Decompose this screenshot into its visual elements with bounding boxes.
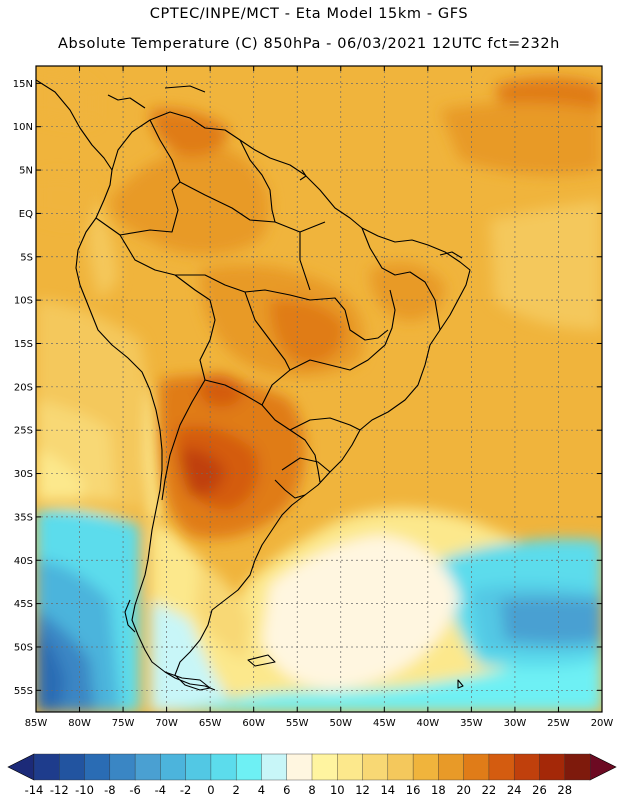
lat-label: 35S bbox=[14, 512, 33, 523]
lon-label: 30W bbox=[504, 718, 527, 729]
colorbar-swatch bbox=[185, 753, 212, 781]
colorbar-swatch bbox=[337, 753, 364, 781]
lat-label: 15N bbox=[13, 79, 33, 90]
colorbar-label: 0 bbox=[207, 783, 214, 797]
lon-label: 65W bbox=[199, 718, 222, 729]
coastlines-and-borders bbox=[36, 79, 471, 691]
lon-label: 80W bbox=[68, 718, 91, 729]
map-frame bbox=[35, 65, 603, 713]
graticule bbox=[36, 66, 602, 712]
colorbar-swatch bbox=[210, 753, 237, 781]
lon-label: 20W bbox=[591, 718, 614, 729]
colorbar-label: 28 bbox=[557, 783, 572, 797]
colorbar-swatch bbox=[311, 753, 338, 781]
colorbar-label: 4 bbox=[258, 783, 265, 797]
colorbar-label: -4 bbox=[155, 783, 166, 797]
lon-label: 70W bbox=[155, 718, 178, 729]
colorbar-label: 12 bbox=[355, 783, 370, 797]
colorbar-label: -14 bbox=[25, 783, 44, 797]
lat-label: 40S bbox=[14, 556, 33, 567]
colorbar-swatch bbox=[488, 753, 515, 781]
cold-southern-ocean-region bbox=[36, 503, 602, 712]
colorbar-swatch bbox=[261, 753, 288, 781]
colorbar-swatch bbox=[286, 753, 313, 781]
colorbar-swatch bbox=[109, 753, 136, 781]
colorbar-label: 16 bbox=[406, 783, 421, 797]
colorbar-swatch bbox=[160, 753, 187, 781]
lon-label: 45W bbox=[373, 718, 396, 729]
colorbar-swatch bbox=[387, 753, 414, 781]
lon-label: 50W bbox=[329, 718, 352, 729]
map-title-line-2: Absolute Temperature (C) 850hPa - 06/03/… bbox=[58, 36, 560, 52]
map-title-line-1: CPTEC/INPE/MCT - Eta Model 15km - GFS bbox=[149, 6, 469, 22]
lat-label: EQ bbox=[19, 209, 33, 220]
colorbar-label: 22 bbox=[482, 783, 497, 797]
colorbar-label: -6 bbox=[129, 783, 140, 797]
colorbar-label: 18 bbox=[431, 783, 446, 797]
lat-label: 10N bbox=[13, 122, 33, 133]
colorbar-low-arrow bbox=[7, 753, 35, 781]
colorbar-label: -12 bbox=[50, 783, 69, 797]
axis-ticks bbox=[35, 66, 603, 712]
lon-label: 25W bbox=[547, 718, 570, 729]
cool-andes-ocean-region bbox=[36, 200, 602, 522]
lon-label: 35W bbox=[460, 718, 483, 729]
colorbar-label: 26 bbox=[532, 783, 547, 797]
lat-label: 20S bbox=[14, 382, 33, 393]
colorbar-label: 20 bbox=[456, 783, 471, 797]
colorbar-label: 24 bbox=[507, 783, 522, 797]
warm-continental-region bbox=[36, 69, 602, 539]
colorbar-swatch bbox=[513, 753, 540, 781]
colorbar-swatch bbox=[134, 753, 161, 781]
colorbar-swatch bbox=[564, 753, 591, 781]
lon-label: 85W bbox=[25, 718, 48, 729]
colorbar-high-arrow bbox=[589, 753, 617, 781]
lat-label: 5S bbox=[20, 252, 33, 263]
lat-label: 30S bbox=[14, 469, 33, 480]
lat-label: 45S bbox=[14, 599, 33, 610]
lat-label: 5N bbox=[19, 166, 33, 177]
colorbar-swatch bbox=[235, 753, 262, 781]
temperature-field bbox=[36, 66, 602, 712]
colorbar-swatch bbox=[84, 753, 111, 781]
colorbar-label: 6 bbox=[283, 783, 290, 797]
colorbar-swatch bbox=[59, 753, 86, 781]
lat-label: 55S bbox=[14, 686, 33, 697]
lon-label: 75W bbox=[112, 718, 135, 729]
latitude-labels: 15N 10N 5N EQ 5S 10S 15S 20S 25S 30S 35S 40S 45S 50S 5… bbox=[13, 79, 33, 697]
colorbar-swatch bbox=[33, 753, 60, 781]
lon-label: 60W bbox=[242, 718, 265, 729]
longitude-labels: 85W 80W 75W 70W 65W 60W 55W 50W 45W 40W 35W 30W 25W 2… bbox=[25, 718, 614, 729]
lat-label: 25S bbox=[14, 426, 33, 437]
colorbar-label: 10 bbox=[330, 783, 345, 797]
colorbar-swatch bbox=[362, 753, 389, 781]
colorbar-swatch bbox=[412, 753, 439, 781]
colorbar-label: 14 bbox=[380, 783, 395, 797]
temperature-colorbar bbox=[7, 753, 617, 781]
colorbar-labels: -14 -12 -10 -8 -6 -4 -2 0 2 4 6 8 10 12 14 16 18 20 22 24 26… bbox=[25, 783, 572, 797]
colorbar-swatch bbox=[438, 753, 465, 781]
lat-label: 50S bbox=[14, 642, 33, 653]
lon-label: 55W bbox=[286, 718, 309, 729]
colorbar-label: -2 bbox=[180, 783, 191, 797]
lon-label: 40W bbox=[417, 718, 440, 729]
colorbar-label: -8 bbox=[104, 783, 115, 797]
colorbar-label: 2 bbox=[233, 783, 240, 797]
colorbar-label: 8 bbox=[308, 783, 315, 797]
colorbar-swatch bbox=[539, 753, 566, 781]
colorbar-swatch bbox=[463, 753, 490, 781]
lat-label: 15S bbox=[14, 339, 33, 350]
lat-label: 10S bbox=[14, 296, 33, 307]
colorbar-label: -10 bbox=[75, 783, 94, 797]
